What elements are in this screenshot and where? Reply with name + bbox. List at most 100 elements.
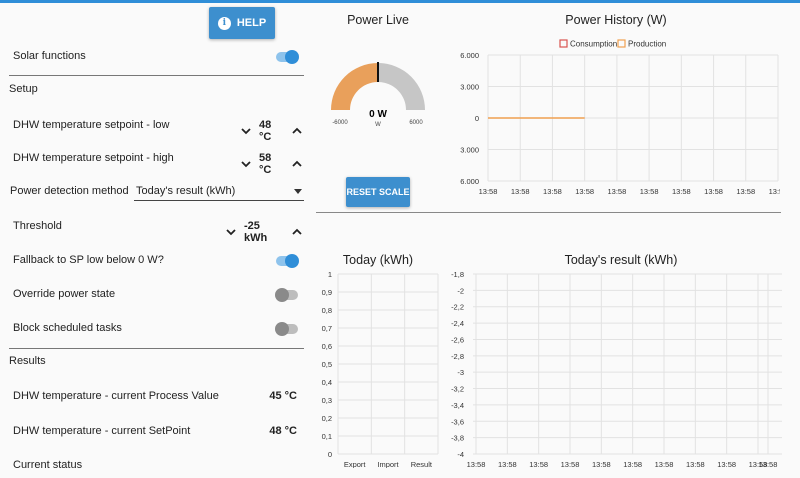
power-live-title: Power Live <box>347 13 409 27</box>
solar-functions-row: Solar functions <box>0 50 304 64</box>
status-label: Current status <box>13 459 83 471</box>
y-tick-label: -3 <box>457 368 464 377</box>
dropdown-arrow-icon <box>294 189 302 194</box>
override-row: Override power state <box>0 288 304 302</box>
override-label: Override power state <box>13 288 116 300</box>
dhw-sp-row: DHW temperature - current SetPoint 48 °C <box>0 425 304 439</box>
today-result-chart: -1,8 -2 -2,2 -2,4 -2,6 -2,8 -3 -3,2 -3,4 -3,6 -3,8… <box>451 270 782 468</box>
y-tick-label: 0,2 <box>322 414 332 423</box>
fallback-toggle[interactable] <box>276 254 299 268</box>
divider <box>316 212 781 213</box>
y-tick-label: -4 <box>457 450 464 459</box>
chevron-down-icon[interactable] <box>239 158 253 170</box>
threshold-label: Threshold <box>13 220 62 232</box>
x-tick-label: Result <box>411 460 433 468</box>
divider <box>9 75 304 76</box>
power-history-title: Power History (W) <box>565 13 667 27</box>
power-detection-label: Power detection method <box>10 185 129 197</box>
dhw-low-label: DHW temperature setpoint - low <box>13 119 170 131</box>
power-gauge: 0 W W -6000 6000 <box>331 62 425 128</box>
legend-swatch <box>559 39 568 48</box>
legend-label: Production <box>628 40 666 49</box>
x-tick-label: 13:58 <box>592 460 611 468</box>
dhw-high-value: 58 °C <box>259 152 272 176</box>
y-tick-label: -6.000 <box>460 177 479 186</box>
today-result-title: Today's result (kWh) <box>564 253 678 267</box>
dhw-low-value: 48 °C <box>259 119 272 143</box>
y-tick-label: 0,3 <box>322 396 332 405</box>
chevron-up-icon[interactable] <box>290 226 304 238</box>
gauge-negative-arc <box>331 63 378 110</box>
x-tick-label: 13:58 <box>498 460 517 468</box>
threshold-value: -25 kWh <box>244 220 268 244</box>
solar-functions-toggle[interactable] <box>276 50 299 64</box>
today-title: Today (kWh) <box>342 253 414 267</box>
dhw-high-label: DHW temperature setpoint - high <box>13 152 174 164</box>
fallback-label: Fallback to SP low below 0 W? <box>13 254 164 266</box>
x-tick-label: Import <box>377 460 399 468</box>
block-row: Block scheduled tasks <box>0 322 304 336</box>
x-tick-label: 13:58 <box>759 460 778 468</box>
gauge-unit: W <box>375 122 381 128</box>
x-tick-label: 13:58 <box>686 460 705 468</box>
solar-functions-label: Solar functions <box>13 50 86 62</box>
divider <box>9 348 304 349</box>
y-tick-label: -2,2 <box>451 303 464 312</box>
block-toggle[interactable] <box>275 322 298 336</box>
x-tick-label: 13:58 <box>467 460 486 468</box>
status-row: Current status <box>0 459 304 473</box>
chevron-up-icon[interactable] <box>290 125 304 137</box>
dhw-pv-value: 45 °C <box>269 390 297 402</box>
dhw-low-stepper: 48 °C <box>239 119 304 143</box>
gauge-min-label: -6000 <box>332 120 348 126</box>
x-tick-label: 13:58 <box>704 187 723 195</box>
gauge-positive-arc <box>378 63 425 110</box>
x-tick-label: 13:58 <box>623 460 642 468</box>
y-tick-label: 3.000 <box>460 83 479 92</box>
chevron-down-icon[interactable] <box>239 125 253 137</box>
y-tick-label: 0,5 <box>322 360 332 369</box>
threshold-row: Threshold -25 kWh <box>0 220 304 244</box>
power-detection-row: Power detection method Today's result (k… <box>0 185 304 201</box>
results-heading: Results <box>9 355 46 367</box>
power-detection-select[interactable]: Today's result (kWh) <box>134 185 304 201</box>
override-toggle[interactable] <box>275 288 298 302</box>
dhw-sp-value: 48 °C <box>269 425 297 437</box>
y-tick-label: -3.000 <box>460 146 479 155</box>
dhw-pv-label: DHW temperature - current Process Value <box>13 390 219 402</box>
chevron-up-icon[interactable] <box>290 158 304 170</box>
help-button[interactable]: i HELP <box>209 7 275 39</box>
y-tick-label: 0,7 <box>322 324 332 333</box>
threshold-stepper: -25 kWh <box>224 220 304 244</box>
x-tick-label: 13:58 <box>736 187 755 195</box>
y-tick-label: 0,4 <box>322 378 332 387</box>
block-label: Block scheduled tasks <box>13 322 122 334</box>
legend-label: Consumption <box>570 40 617 49</box>
x-tick-label: 13:58 <box>511 187 530 195</box>
x-tick-label: 13:58 <box>640 187 659 195</box>
y-tick-label: -2 <box>457 286 464 295</box>
x-tick-label: 13:58 <box>479 187 498 195</box>
gauge-value: 0 W <box>369 109 387 120</box>
x-tick-label: Export <box>344 460 367 468</box>
today-chart: 1 0,9 0,8 0,7 0,6 0,5 0,4 0,3 0,2 0,1 0 Export Impor… <box>322 270 439 468</box>
dhw-high-stepper: 58 °C <box>239 152 304 176</box>
x-tick-label: 13:58 <box>575 187 594 195</box>
help-label: HELP <box>236 17 267 29</box>
x-tick-label: 13:58 <box>607 187 626 195</box>
y-tick-label: 0,1 <box>322 432 332 441</box>
y-tick-label: 6.000 <box>460 51 479 60</box>
chevron-down-icon[interactable] <box>224 226 238 238</box>
fallback-row: Fallback to SP low below 0 W? <box>0 254 304 268</box>
dhw-pv-row: DHW temperature - current Process Value … <box>0 390 304 404</box>
y-tick-label: -3,6 <box>451 417 464 426</box>
setup-heading: Setup <box>9 83 38 95</box>
power-history-chart: Consumption Production 6.000 3.000 0 -3.000 -6… <box>460 39 780 195</box>
y-tick-label: -3,8 <box>451 434 464 443</box>
y-tick-label: -3,4 <box>451 401 464 410</box>
y-tick-label: 0,6 <box>322 342 332 351</box>
x-tick-label: 13:58 <box>655 460 674 468</box>
y-tick-label: -2,8 <box>451 352 464 361</box>
y-tick-label: -2,6 <box>451 335 464 344</box>
reset-scale-button[interactable]: RESET SCALE <box>346 177 410 207</box>
